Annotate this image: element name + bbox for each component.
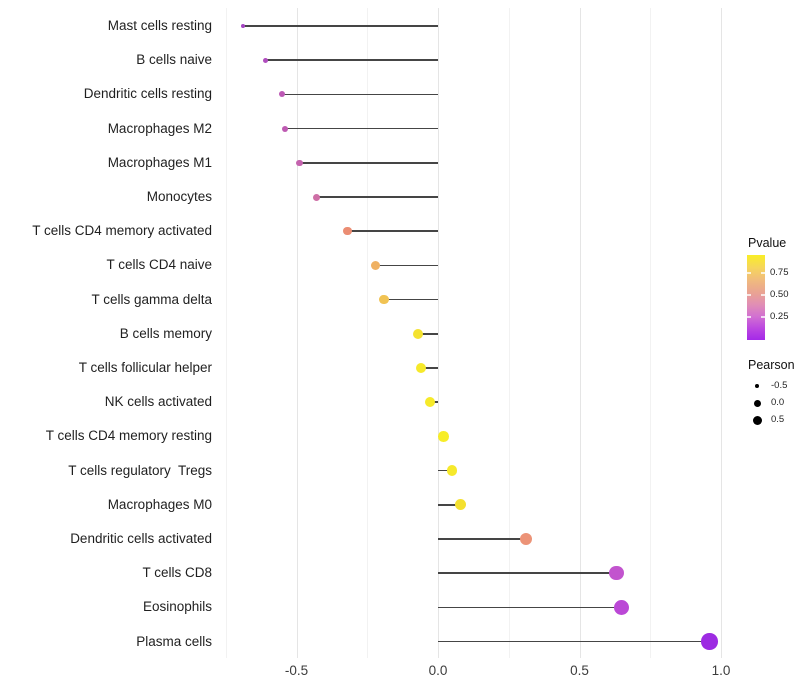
pearson-size-dot <box>754 383 760 389</box>
gridline-minor <box>367 8 369 658</box>
lollipop-dot <box>371 260 381 270</box>
lollipop-stem <box>265 59 438 61</box>
lollipop-dot <box>446 465 458 476</box>
y-axis-label: Mast cells resting <box>107 18 212 33</box>
lollipop-dot <box>343 226 352 236</box>
gridline-minor <box>508 8 510 658</box>
pearson-size-label: 0.5 <box>771 414 785 425</box>
lollipop-dot <box>438 431 449 442</box>
gridline-minor <box>225 8 227 658</box>
y-axis-label: B cells naive <box>136 52 212 68</box>
pvalue-tick-mark <box>761 316 765 318</box>
x-axis-tick-label: 1.0 <box>711 663 731 678</box>
lollipop-dot <box>614 599 630 615</box>
y-axis-label: T cells gamma delta <box>91 291 212 307</box>
x-axis-tick-label: 0.0 <box>428 663 448 678</box>
lollipop-dot <box>279 91 286 98</box>
pvalue-colorbar-gradient <box>747 255 765 340</box>
pearson-size-label: 0.0 <box>771 397 785 408</box>
lollipop-stem <box>438 640 710 643</box>
y-axis-label: B cells memory <box>119 325 212 341</box>
lollipop-stem <box>438 572 617 574</box>
y-axis-label: NK cells activated <box>104 394 212 410</box>
lollipop-stem <box>242 25 438 27</box>
y-axis-label: T cells CD4 memory activated <box>32 223 212 239</box>
y-axis-label: T cells regulatory Tregs <box>68 462 212 478</box>
lollipop-dot <box>424 397 435 408</box>
pearson-legend-title: Pearson <box>748 358 795 372</box>
lollipop-dot <box>296 159 303 167</box>
lollipop-dot <box>262 57 268 63</box>
lollipop-dot <box>379 294 389 305</box>
lollipop-stem <box>347 230 438 232</box>
gridline-major <box>721 8 722 658</box>
gridline-major <box>296 8 298 658</box>
lollipop-dot <box>455 499 467 511</box>
gridline-major <box>579 8 581 658</box>
lollipop-stem <box>418 333 438 335</box>
pvalue-tick-mark <box>761 294 765 296</box>
x-axis-tick-label: 0.5 <box>570 663 589 678</box>
y-axis-label: Macrophages M1 <box>107 154 212 170</box>
y-axis-label: Plasma cells <box>136 633 212 649</box>
lollipop-stem <box>316 196 438 198</box>
lollipop-dot <box>240 24 245 28</box>
pearson-size-dot <box>753 399 761 407</box>
lollipop-stem <box>438 504 461 506</box>
y-axis-label: T cells CD4 memory resting <box>45 428 212 444</box>
y-axis-label: Monocytes <box>146 189 212 204</box>
gridline-minor <box>650 8 652 658</box>
y-axis-label: Eosinophils <box>142 599 212 615</box>
lollipop-dot <box>312 193 320 201</box>
pearson-size-label: -0.5 <box>771 380 788 391</box>
lollipop-dot <box>416 363 427 373</box>
pvalue-tick-mark <box>747 272 751 274</box>
y-axis-label: Dendritic cells resting <box>83 86 212 102</box>
lollipop-stem <box>438 606 622 609</box>
lollipop-dot <box>701 633 718 650</box>
y-axis-label: Dendritic cells activated <box>70 531 212 546</box>
y-axis-label: T cells CD4 naive <box>106 257 212 273</box>
y-axis-label: Macrophages M2 <box>107 120 212 136</box>
y-axis-label: T cells follicular helper <box>78 360 212 375</box>
lollipop-dot <box>609 565 624 581</box>
lollipop-dot <box>519 533 532 545</box>
pvalue-tick-label: 0.25 <box>770 311 789 323</box>
y-axis-label: Macrophages M0 <box>107 496 212 512</box>
pvalue-tick-mark <box>761 272 765 274</box>
lollipop-stem <box>421 367 438 369</box>
pvalue-tick-label: 0.75 <box>770 266 789 278</box>
lollipop-dot <box>282 125 289 132</box>
lollipop-stem <box>438 538 526 540</box>
lollipop-stem <box>282 93 438 96</box>
gridline-major <box>438 8 439 658</box>
lollipop-dot <box>413 328 424 339</box>
pvalue-legend-title: Pvalue <box>748 236 787 250</box>
pearson-size-dot <box>752 415 762 425</box>
y-axis-label: T cells CD8 <box>142 565 212 581</box>
lollipop-stem <box>299 162 438 164</box>
lollipop-stem <box>285 127 438 130</box>
lollipop-stem <box>375 264 438 267</box>
x-axis-tick-label: -0.5 <box>284 663 309 678</box>
pvalue-tick-mark <box>747 294 751 296</box>
pvalue-tick-label: 0.50 <box>770 288 789 300</box>
lollipop-stem <box>438 469 453 472</box>
pvalue-tick-mark <box>747 316 751 318</box>
lollipop-stem <box>384 298 438 301</box>
